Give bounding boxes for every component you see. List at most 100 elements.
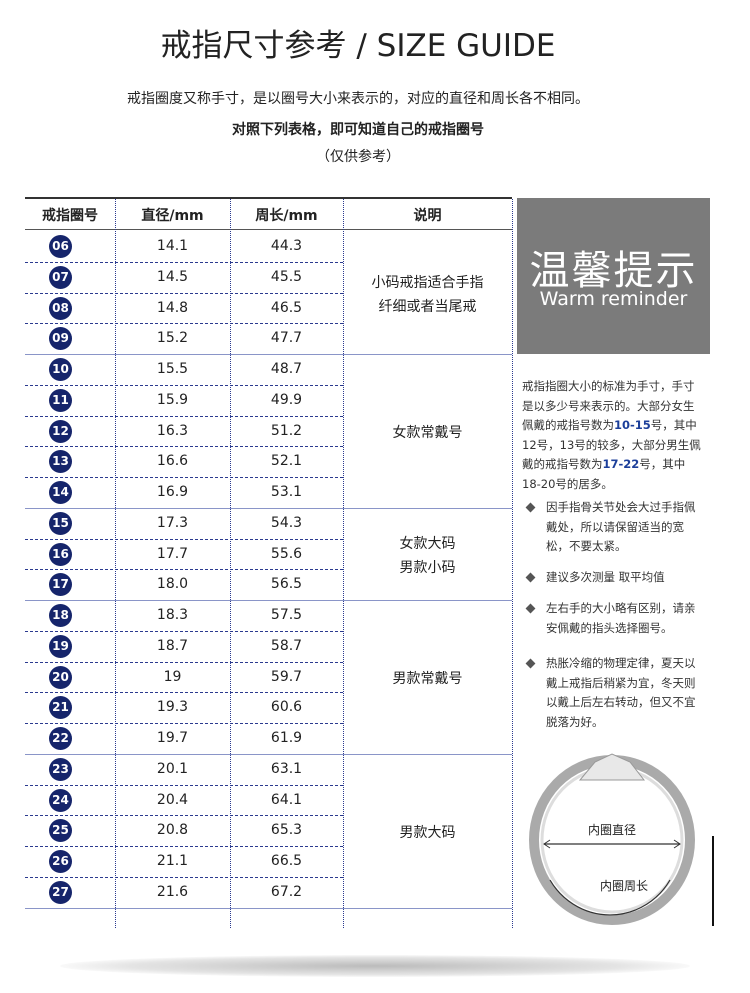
size-badge: 26 <box>49 850 72 874</box>
circumference: 54.3 <box>270 514 303 531</box>
circumference: 55.6 <box>270 545 303 562</box>
bullet-text: 建议多次测量 取平均值 <box>546 569 665 584</box>
column-rule <box>230 199 231 928</box>
diameter: 21.1 <box>156 853 189 870</box>
bullet-diamond <box>525 502 536 513</box>
circumference: 47.7 <box>270 330 303 347</box>
size-badge: 27 <box>49 880 72 904</box>
size-badge: 18 <box>49 604 72 628</box>
group-rule <box>25 600 512 602</box>
diameter: 14.5 <box>156 268 189 285</box>
group-note: 小码戒指适合手指 <box>371 274 484 291</box>
group-note: 男款常戴号 <box>392 671 463 688</box>
paragraph-text: 戒指指圈大小的标准为手寸，手寸是以多少号来表示的。大部分女生佩戴的戒指号数为 <box>522 379 695 432</box>
group-rule <box>25 354 512 356</box>
row-rule <box>25 815 343 817</box>
diameter: 20.1 <box>156 760 189 777</box>
diameter: 15.9 <box>156 391 189 408</box>
diameter: 18.7 <box>156 637 189 654</box>
row-rule <box>25 477 343 479</box>
tips-paragraph: 戒指指圈大小的标准为手寸，手寸是以多少号来表示的。大部分女生佩戴的戒指号数为10… <box>522 377 704 494</box>
diameter: 17.3 <box>156 514 189 531</box>
size-badge: 10 <box>49 358 72 382</box>
intro: 戒指圈度又称手寸，是以圈号大小来表示的，对应的直径和周长各不相同。 <box>127 91 589 107</box>
row-rule <box>25 261 343 263</box>
group-note: 女款常戴号 <box>392 424 463 441</box>
size-badge: 25 <box>49 819 72 843</box>
column-header: 直径/mm <box>141 208 204 224</box>
group-rule <box>25 907 512 909</box>
column-rule <box>512 199 513 928</box>
ring-band <box>529 755 695 925</box>
diameter: 14.1 <box>156 238 189 254</box>
circumference: 45.5 <box>270 268 303 285</box>
bullet: 左右手的大小略有区别，请亲安佩戴的指头选择圈号。 <box>522 599 704 638</box>
circumference: 49.9 <box>270 391 303 408</box>
circumference: 57.5 <box>270 607 303 624</box>
size-badge: 13 <box>49 450 72 474</box>
row-rule <box>25 630 343 632</box>
paragraph-text: 号，其中12号，13号的较多，大部分男生佩戴的戒指号数为 <box>522 418 701 471</box>
note: （仅供参考） <box>316 149 400 165</box>
diameter: 18.0 <box>156 576 189 593</box>
bullet-diamond <box>525 658 536 669</box>
title: 戒指尺寸参考 / SIZE GUIDE <box>160 28 556 64</box>
row-rule <box>25 723 343 725</box>
ring-stone <box>578 753 646 781</box>
diameter: 21.6 <box>156 883 189 900</box>
bullet-text: 左右手的大小略有区别，请亲安佩戴的指头选择圈号。 <box>546 601 696 635</box>
row-rule <box>25 876 343 878</box>
bullet-diamond <box>525 603 536 614</box>
row-rule <box>25 784 343 786</box>
bullet-text: 因手指骨关节处会大过手指佩戴处，所以请保留适当的宽松，不要太紧。 <box>546 500 696 553</box>
row-rule <box>25 846 343 848</box>
group-note: 男款大码 <box>399 824 456 841</box>
group-note: 纤细或者当尾戒 <box>378 298 477 315</box>
size-badge: 24 <box>49 788 72 812</box>
circumference: 44.3 <box>270 238 303 254</box>
size-badge: 17 <box>49 573 72 597</box>
circumference: 59.7 <box>270 668 303 685</box>
size-badge: 15 <box>49 511 72 535</box>
arrow-heads <box>543 839 681 849</box>
tips-bullets: 因手指骨关节处会大过手指佩戴处，所以请保留适当的宽松，不要太紧。建议多次测量 取… <box>522 498 704 732</box>
circumference: 58.7 <box>270 637 303 654</box>
table-top-rule <box>25 197 512 199</box>
diameter: 19.7 <box>156 730 189 747</box>
size-badge: 06 <box>49 235 72 258</box>
bullet: 建议多次测量 取平均值 <box>522 568 704 588</box>
circumference: 64.1 <box>270 791 303 808</box>
row-rule <box>25 384 343 386</box>
size-badge: 19 <box>49 634 72 658</box>
size-badge: 23 <box>49 757 72 781</box>
highlight: 10-15 <box>614 418 651 432</box>
circumference: 61.9 <box>270 730 303 747</box>
column-rule <box>115 199 116 928</box>
diameter: 17.7 <box>156 545 189 562</box>
size-badge: 16 <box>49 542 72 566</box>
column-header: 说明 <box>413 208 442 224</box>
size-badge: 07 <box>49 265 72 289</box>
ring-illustration: 内圈直径 内圈周长 <box>529 753 695 925</box>
diameter: 19 <box>163 668 182 685</box>
size-badge: 12 <box>49 419 72 443</box>
group-rule <box>25 507 512 509</box>
diameter: 15.5 <box>156 361 189 378</box>
tips-banner: 温馨提示 Warm reminder <box>517 198 710 354</box>
tips-subtitle: Warm reminder <box>539 288 688 310</box>
diameter: 16.6 <box>156 453 189 470</box>
highlight: 17-22 <box>602 457 640 471</box>
circumference: 67.2 <box>270 883 303 900</box>
circumference: 66.5 <box>270 853 303 870</box>
row-rule <box>25 292 343 294</box>
circumference: 46.5 <box>270 299 303 316</box>
circumference: 52.1 <box>270 453 303 470</box>
bullet: 因手指骨关节处会大过手指佩戴处，所以请保留适当的宽松，不要太紧。 <box>522 498 704 557</box>
diameter: 15.2 <box>156 330 189 347</box>
emphasis: 对照下列表格，即可知道自己的戒指圈号 <box>232 122 484 138</box>
row-rule <box>25 415 343 417</box>
circumference: 65.3 <box>270 822 303 839</box>
size-badge: 08 <box>49 296 72 320</box>
